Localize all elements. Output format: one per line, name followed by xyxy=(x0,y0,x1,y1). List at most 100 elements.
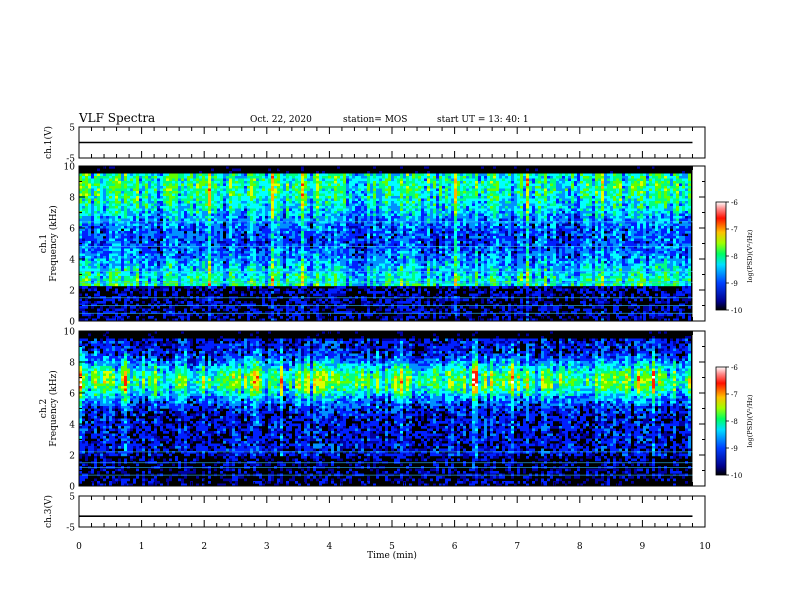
spectrogram-cell xyxy=(319,313,322,317)
spectrogram-cell xyxy=(268,253,271,257)
spectrogram-cell xyxy=(166,191,169,194)
spectrogram-cell xyxy=(256,208,259,212)
spectrogram-cell xyxy=(262,191,265,194)
spectrogram-cell xyxy=(358,183,361,187)
spectrogram-cell xyxy=(223,251,226,254)
spectrogram-cell xyxy=(292,318,295,322)
spectrogram-cell xyxy=(277,278,280,282)
spectrogram-cell xyxy=(232,231,235,234)
spectrogram-cell xyxy=(298,191,301,194)
spectrogram-cell xyxy=(169,251,172,254)
spectrogram-cell xyxy=(127,193,130,197)
spectrogram-cell xyxy=(178,288,181,292)
spectrogram-cell xyxy=(163,238,166,242)
spectrogram-cell xyxy=(187,181,190,184)
spectrogram-cell xyxy=(202,276,205,279)
spectrogram-cell xyxy=(184,183,187,187)
spectrogram-cell xyxy=(229,203,232,207)
spectrogram-cell xyxy=(352,228,355,232)
spectrogram-cell xyxy=(295,206,298,209)
spectrogram-cell xyxy=(130,276,133,279)
spectrogram-cell xyxy=(124,193,127,197)
spectrogram-cell xyxy=(328,288,331,292)
spectrogram-cell xyxy=(283,231,286,234)
spectrogram-cell xyxy=(190,243,193,247)
spectrogram-cell xyxy=(220,201,223,204)
spectrogram-cell xyxy=(364,298,367,302)
spectrogram-cell xyxy=(358,203,361,207)
spectrogram-cell xyxy=(199,191,202,194)
spectrogram-cell xyxy=(184,196,187,199)
spectrogram-cell xyxy=(358,261,361,264)
spectrogram-cell xyxy=(358,173,361,177)
spectrogram-cell xyxy=(340,178,343,182)
spectrogram-cell xyxy=(175,248,178,252)
spectrogram-cell xyxy=(316,298,319,302)
spectrogram-cell xyxy=(349,198,352,202)
spectrogram-cell xyxy=(310,188,313,192)
spectrogram-cell xyxy=(277,313,280,317)
spectrogram-cell xyxy=(199,223,202,227)
spectrogram-cell xyxy=(190,291,193,294)
spectrogram-cell xyxy=(289,256,292,259)
spectrogram-cell xyxy=(292,181,295,184)
spectrogram-cell xyxy=(169,183,172,187)
spectrogram-cell xyxy=(163,188,166,192)
spectrogram-cell xyxy=(235,181,238,184)
spectrogram-cell xyxy=(82,271,85,274)
spectrogram-cell xyxy=(343,273,346,277)
spectrogram-cell xyxy=(316,183,319,187)
spectrogram-cell xyxy=(151,241,154,244)
spectrogram-cell xyxy=(202,298,205,302)
spectrogram-cell xyxy=(298,261,301,264)
spectrogram-cell xyxy=(301,271,304,274)
spectrogram-cell xyxy=(94,228,97,232)
spectrogram-cell xyxy=(277,221,280,224)
spectrogram-cell xyxy=(124,213,127,217)
spectrogram-cell xyxy=(355,268,358,272)
spectrogram-cell xyxy=(106,253,109,257)
spectrogram-cell xyxy=(271,211,274,214)
spectrogram-cell xyxy=(217,248,220,252)
spectrogram-cell xyxy=(220,253,223,257)
spectrogram-cell xyxy=(142,178,145,182)
spectrogram-cell xyxy=(268,211,271,214)
spectrogram-cell xyxy=(79,268,82,272)
spectrogram-cell xyxy=(97,181,100,184)
spectrogram-cell xyxy=(217,221,220,224)
spectrogram-cell xyxy=(238,276,241,279)
spectrogram-cell xyxy=(361,268,364,272)
spectrogram-cell xyxy=(346,253,349,257)
spectrogram-cell xyxy=(316,253,319,257)
spectrogram-cell xyxy=(112,183,115,187)
spectrogram-cell xyxy=(316,308,319,312)
spectrogram-cell xyxy=(322,176,325,179)
spectrogram-cell xyxy=(298,268,301,272)
spectrogram-cell xyxy=(337,211,340,214)
spectrogram-cell xyxy=(106,318,109,322)
spectrogram-cell xyxy=(226,313,229,317)
spectrogram-cell xyxy=(241,201,244,204)
spectrogram-cell xyxy=(250,301,253,304)
spectrogram-cell xyxy=(166,246,169,249)
spectrogram-cell xyxy=(322,283,325,287)
spectrogram-cell xyxy=(157,236,160,239)
spectrogram-cell xyxy=(331,233,334,237)
spectrogram-cell xyxy=(322,208,325,212)
spectrogram-cell xyxy=(232,216,235,219)
spectrogram-cell xyxy=(79,238,82,242)
spectrogram-cell xyxy=(214,196,217,199)
spectrogram-cell xyxy=(322,231,325,234)
spectrogram-cell xyxy=(94,176,97,179)
spectrogram-cell xyxy=(208,228,211,232)
spectrogram-cell xyxy=(364,276,367,279)
spectrogram-cell xyxy=(100,228,103,232)
spectrogram-cell xyxy=(97,238,100,242)
spectrogram-cell xyxy=(352,241,355,244)
spectrogram-cell xyxy=(229,171,232,174)
spectrogram-cell xyxy=(337,306,340,309)
spectrogram-cell xyxy=(85,271,88,274)
spectrogram-cell xyxy=(307,213,310,217)
spectrogram-cell xyxy=(97,231,100,234)
spectrogram-cell xyxy=(331,273,334,277)
